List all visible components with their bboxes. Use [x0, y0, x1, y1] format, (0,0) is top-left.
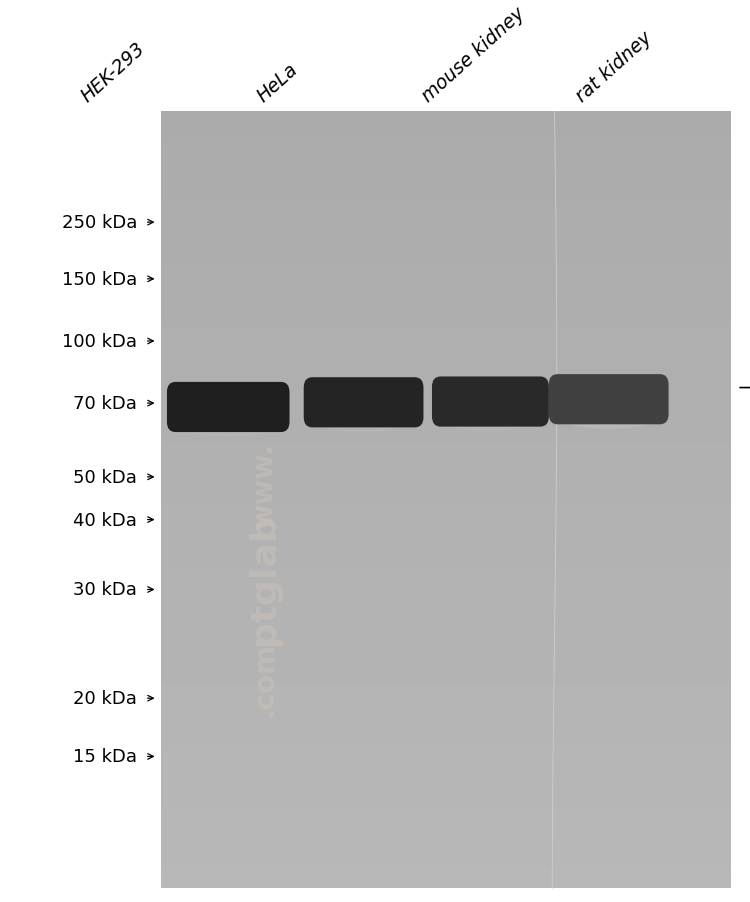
Text: 250 kDa: 250 kDa	[62, 214, 137, 232]
FancyBboxPatch shape	[167, 382, 290, 433]
Text: HEK-293: HEK-293	[77, 39, 148, 106]
Text: 15 kDa: 15 kDa	[74, 748, 137, 766]
Text: 150 kDa: 150 kDa	[62, 271, 137, 289]
FancyBboxPatch shape	[304, 378, 424, 428]
Text: www.: www.	[250, 442, 278, 528]
Text: 30 kDa: 30 kDa	[74, 581, 137, 599]
FancyBboxPatch shape	[432, 377, 549, 428]
Text: .com: .com	[250, 641, 278, 716]
Ellipse shape	[320, 415, 407, 432]
Text: 20 kDa: 20 kDa	[74, 689, 137, 707]
Text: 100 kDa: 100 kDa	[62, 333, 137, 351]
Text: 50 kDa: 50 kDa	[74, 468, 137, 486]
Ellipse shape	[565, 411, 652, 429]
Text: 40 kDa: 40 kDa	[74, 511, 137, 529]
Ellipse shape	[184, 419, 273, 437]
Text: mouse kidney: mouse kidney	[419, 4, 529, 106]
Text: ptglab: ptglab	[247, 512, 280, 644]
Text: rat kidney: rat kidney	[572, 28, 656, 106]
Text: 70 kDa: 70 kDa	[74, 395, 137, 412]
FancyBboxPatch shape	[549, 374, 668, 425]
Text: HeLa: HeLa	[254, 60, 302, 106]
Ellipse shape	[448, 414, 532, 431]
